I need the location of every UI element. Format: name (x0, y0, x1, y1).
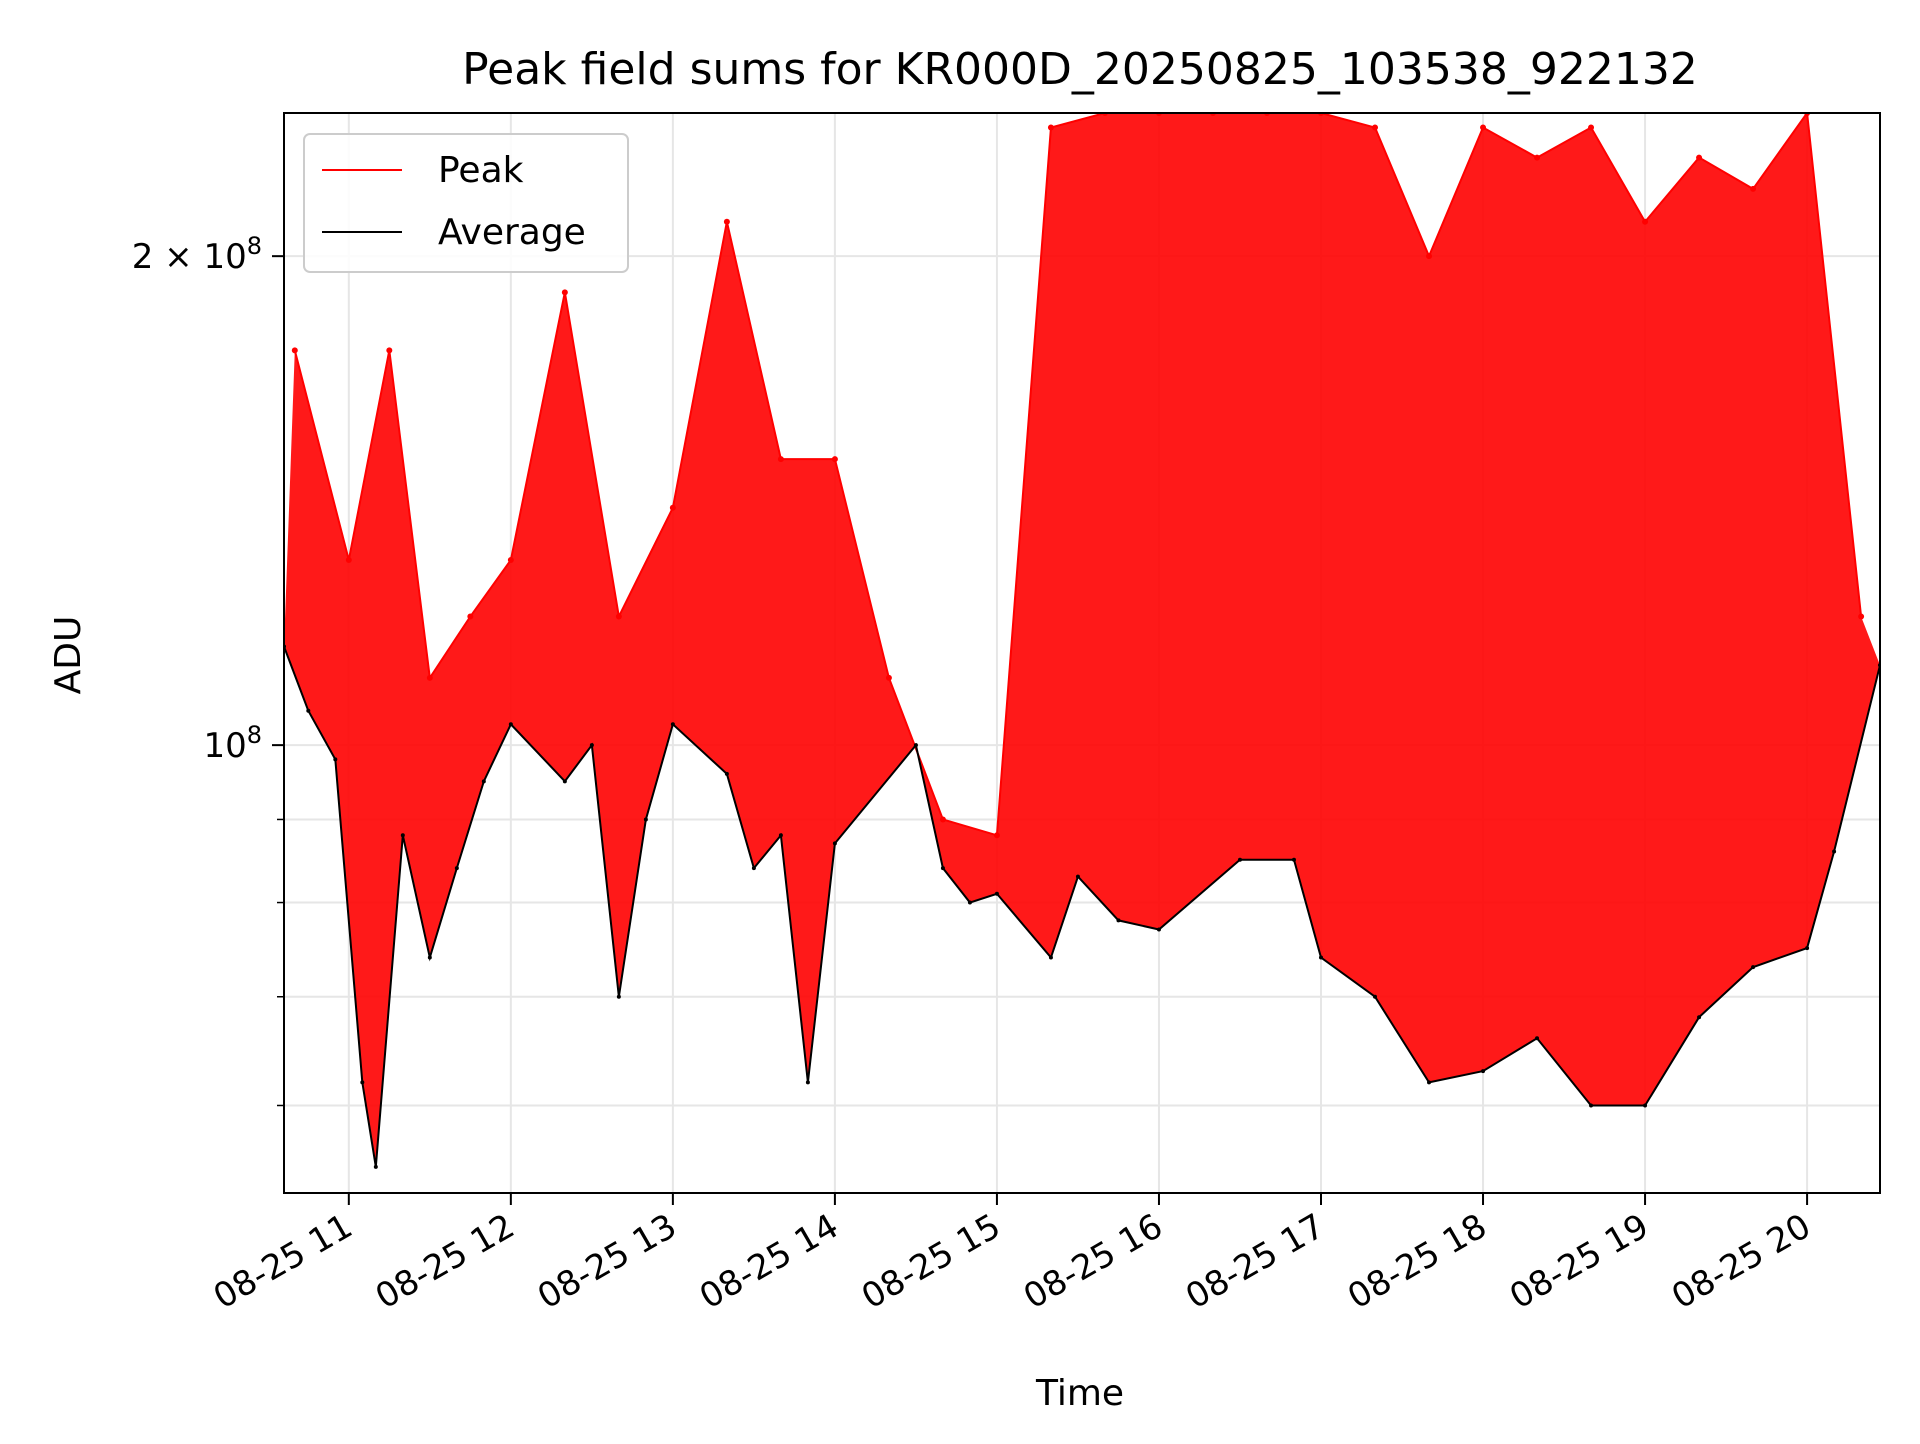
average-point (751, 866, 756, 871)
average-point (832, 841, 837, 846)
x-tick-label: 08-25 13 (531, 1206, 683, 1317)
series-average (284, 644, 1880, 1169)
average-point (427, 955, 432, 960)
average-point (306, 708, 311, 713)
y-axis-label: ADU (48, 616, 89, 695)
average-point (1237, 857, 1242, 862)
average-point (400, 833, 405, 838)
average-point (1643, 1103, 1648, 1108)
average-point (1481, 1069, 1486, 1074)
x-tick-label: 08-25 15 (855, 1206, 1007, 1317)
x-tick-label: 08-25 11 (207, 1206, 359, 1317)
x-tick-label: 08-25 17 (1179, 1206, 1331, 1317)
chart-title: Peak field sums for KR000D_20250825_1035… (462, 44, 1698, 95)
average-point (373, 1164, 378, 1169)
average-point (1373, 994, 1378, 999)
peak-density-area (284, 113, 1880, 1167)
average-point (805, 1080, 810, 1085)
legend-peak-label: Peak (438, 150, 524, 191)
average-point (1116, 918, 1121, 923)
average-point (1832, 849, 1837, 854)
average-point (562, 779, 567, 784)
average-point (1805, 946, 1810, 951)
legend-box (303, 133, 629, 273)
x-tick-label: 08-25 12 (369, 1206, 521, 1317)
average-point (1156, 927, 1161, 932)
average-point (589, 743, 594, 748)
average-line (284, 646, 1880, 1168)
legend-average-label: Average (438, 212, 586, 253)
x-tick-label: 08-25 19 (1503, 1206, 1655, 1317)
average-point (616, 994, 621, 999)
average-point (643, 817, 648, 822)
average-point (913, 743, 918, 748)
average-point (360, 1080, 365, 1085)
x-axis-label: Time (1035, 1373, 1124, 1414)
average-point (940, 866, 945, 871)
average-point (724, 771, 729, 776)
average-point (1075, 874, 1080, 879)
average-point (1535, 1036, 1540, 1041)
average-point (481, 779, 486, 784)
average-point (1318, 955, 1323, 960)
average-point (1697, 1015, 1702, 1020)
y-tick-label: 108 (203, 721, 262, 766)
average-point (1589, 1103, 1594, 1108)
series-group (284, 113, 1880, 1169)
average-point (994, 891, 999, 896)
average-point (1291, 857, 1296, 862)
average-point (333, 757, 338, 762)
series-peak (284, 113, 1880, 1167)
average-point (967, 900, 972, 905)
average-point (454, 866, 459, 871)
x-tick-label: 08-25 16 (1017, 1206, 1169, 1317)
average-point (670, 722, 675, 727)
x-tick-label: 08-25 14 (693, 1206, 845, 1317)
axes-frame (283, 112, 1881, 1194)
average-point (1751, 965, 1756, 970)
x-tick-label: 08-25 18 (1341, 1206, 1493, 1317)
average-point (1427, 1080, 1432, 1085)
average-point (778, 833, 783, 838)
average-point (508, 722, 513, 727)
legend: Peak Average (303, 133, 629, 273)
y-tick-label: 2 × 108 (132, 232, 262, 277)
x-tick-label: 08-25 20 (1665, 1206, 1817, 1317)
average-point (1048, 955, 1053, 960)
